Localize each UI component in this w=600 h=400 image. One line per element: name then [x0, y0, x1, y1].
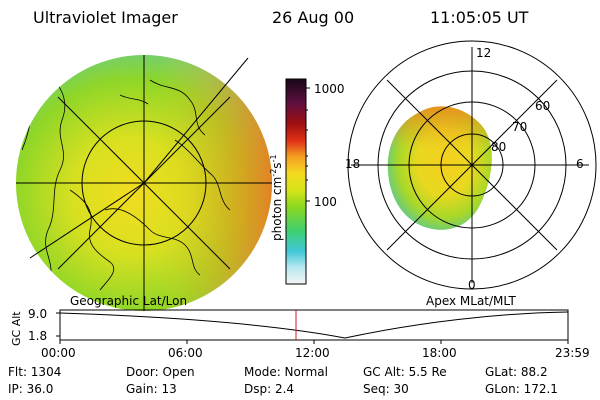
time-tick-2359: 23:59 — [555, 346, 590, 360]
status-glat: GLat: 88.2 — [485, 365, 548, 379]
gc-alt-axis-label: GC Alt — [10, 311, 23, 346]
time-tick-0600: 06:00 — [168, 346, 203, 360]
colorbar-tick-100: 100 — [314, 195, 337, 209]
mlat-label-60: 60 — [535, 99, 551, 113]
polar-plot — [347, 40, 597, 290]
mlt-label-0: 0 — [468, 278, 476, 292]
alt-tick-1-8: 1.8 — [28, 329, 48, 343]
mlt-label-6: 6 — [576, 157, 584, 171]
polar-plot-caption: Apex MLat/MLT — [426, 294, 516, 308]
status-dsp: Dsp: 2.4 — [244, 382, 295, 396]
status-mode: Mode: Normal — [244, 365, 328, 379]
geo-map-caption: Geographic Lat/Lon — [70, 294, 188, 308]
status-door: Door: Open — [126, 365, 195, 379]
colorbar — [285, 78, 310, 285]
alt-tick-9: 9.0 — [28, 307, 48, 321]
altitude-curve — [59, 311, 569, 339]
status-flt: Flt: 1304 — [8, 365, 62, 379]
status-ip: IP: 36.0 — [8, 382, 54, 396]
mlt-label-18: 18 — [345, 157, 361, 171]
geographic-map — [16, 55, 272, 311]
status-gc-alt: GC Alt: 5.5 Re — [363, 365, 447, 379]
time-label: 11:05:05 UT — [430, 8, 529, 27]
time-tick-1800: 18:00 — [422, 346, 457, 360]
colorbar-unit-label: photon cm-2s-1 — [269, 154, 284, 241]
instrument-title: Ultraviolet Imager — [33, 8, 178, 27]
lat-lon-grid — [16, 55, 272, 311]
colorbar-tick-1000: 1000 — [314, 82, 345, 96]
time-tick-1200: 12:00 — [295, 346, 330, 360]
altitude-strip-plot — [56, 309, 569, 344]
status-gain: Gain: 13 — [126, 382, 177, 396]
mlat-label-80: 80 — [491, 140, 507, 154]
mlt-label-12: 12 — [476, 46, 492, 60]
status-glon: GLon: 172.1 — [485, 382, 558, 396]
status-seq: Seq: 30 — [363, 382, 409, 396]
date-label: 26 Aug 00 — [272, 8, 355, 27]
mlat-label-70: 70 — [512, 120, 528, 134]
time-tick-0000: 00:00 — [41, 346, 76, 360]
